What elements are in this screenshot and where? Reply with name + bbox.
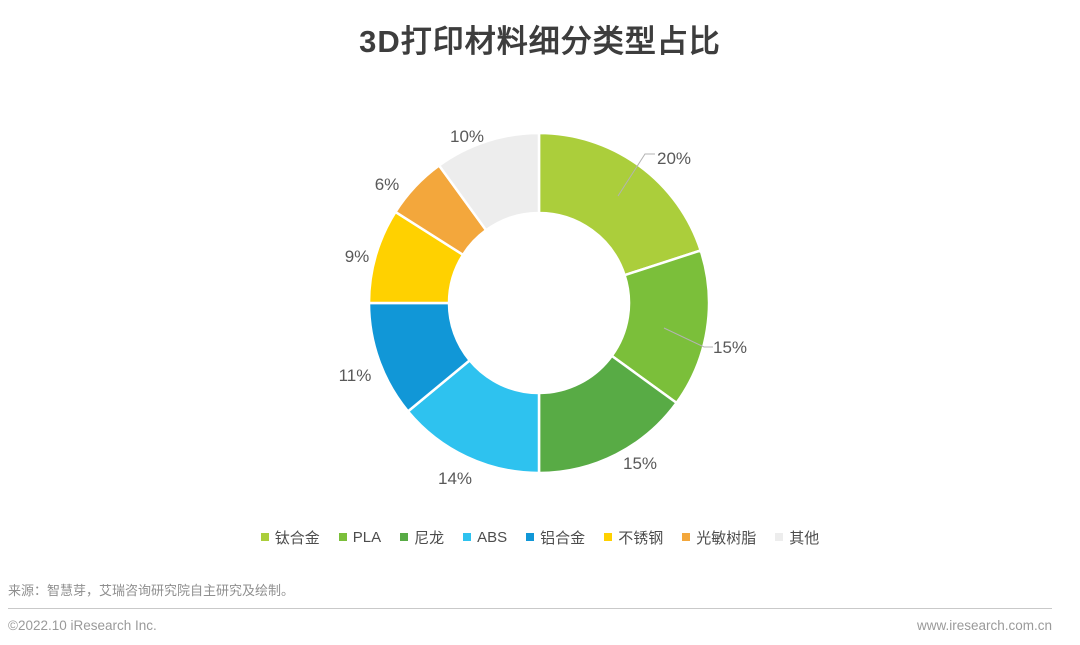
- footer-copyright: ©2022.10 iResearch Inc.: [8, 618, 157, 633]
- legend-item-ABS: ABS: [463, 529, 507, 546]
- legend-swatch-光敏树脂: [682, 533, 691, 541]
- legend-label-光敏树脂: 光敏树脂: [696, 529, 757, 547]
- leader-line-PLA: [663, 327, 713, 348]
- page-title: 3D打印材料细分类型占比: [359, 24, 721, 59]
- legend-item-尼龙: 尼龙: [400, 527, 444, 548]
- footer-divider: [8, 608, 1052, 609]
- slice-label-光敏树脂: 6%: [375, 175, 400, 194]
- slice-label-PLA: 15%: [713, 338, 747, 357]
- slice-label-钛合金: 20%: [657, 149, 691, 168]
- leader-line-钛合金: [617, 153, 655, 197]
- slice-label-ABS: 14%: [438, 469, 472, 488]
- pie-slice-其他: [437, 131, 541, 232]
- legend-label-PLA: PLA: [352, 528, 382, 546]
- slice-label-其他: 10%: [450, 127, 484, 146]
- slice-label-铝合金: 11%: [339, 366, 372, 385]
- pie-slice-钛合金: [537, 131, 702, 277]
- legend-swatch-钛合金: [260, 533, 269, 541]
- legend-swatch-PLA: [338, 533, 347, 541]
- legend-swatch-不锈钢: [604, 533, 613, 541]
- slice-label-尼龙: 15%: [623, 454, 657, 473]
- footer-website: www.iresearch.com.cn: [916, 618, 1052, 633]
- legend-label-ABS: ABS: [477, 528, 508, 546]
- legend-label-尼龙: 尼龙: [414, 529, 445, 547]
- legend-swatch-ABS: [463, 533, 472, 541]
- legend-label-钛合金: 钛合金: [274, 529, 320, 547]
- legend-swatch-其他: [775, 533, 784, 541]
- legend: 钛合金 PLA 尼龙 ABS 铝合金 不锈钢 光敏树脂 其他: [0, 525, 1080, 549]
- legend-item-PLA: PLA: [338, 528, 382, 546]
- legend-label-铝合金: 铝合金: [540, 529, 586, 547]
- legend-swatch-尼龙: [400, 533, 409, 541]
- source-note: 来源：智慧芽，艾瑞咨询研究院自主研究及绘制。: [8, 583, 295, 598]
- legend-item-不锈钢: 不锈钢: [604, 527, 663, 548]
- legend-item-钛合金: 钛合金: [260, 527, 320, 548]
- legend-label-其他: 其他: [789, 529, 820, 547]
- slice-label-不锈钢: 9%: [345, 247, 370, 266]
- legend-label-不锈钢: 不锈钢: [618, 529, 664, 547]
- legend-item-光敏树脂: 光敏树脂: [682, 527, 756, 548]
- legend-item-其他: 其他: [775, 527, 819, 548]
- legend-item-铝合金: 铝合金: [526, 527, 585, 548]
- legend-swatch-铝合金: [526, 533, 535, 541]
